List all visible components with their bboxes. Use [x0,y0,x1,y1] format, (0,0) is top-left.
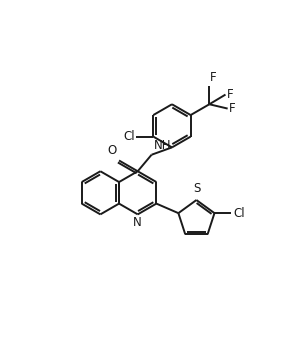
Text: F: F [227,88,234,101]
Text: NH: NH [154,139,171,152]
Text: F: F [229,102,236,115]
Text: S: S [194,182,201,195]
Text: N: N [133,216,141,229]
Text: Cl: Cl [123,130,135,143]
Text: O: O [107,144,117,157]
Text: Cl: Cl [233,207,245,220]
Text: F: F [210,71,217,84]
